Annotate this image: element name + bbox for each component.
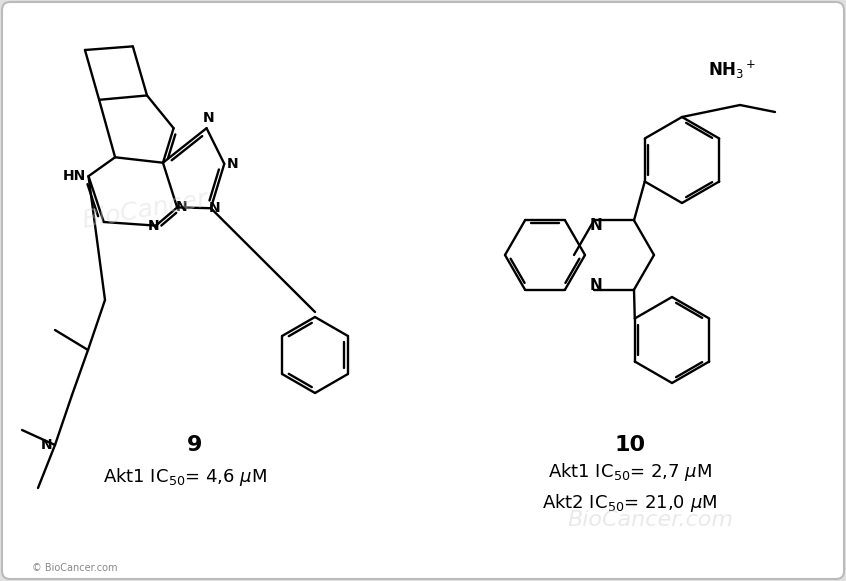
Text: HN: HN [63, 169, 86, 183]
Text: N: N [590, 217, 602, 232]
Text: N: N [148, 218, 160, 232]
Text: Akt2 IC$_{50}$= 21,0 $\mu$M: Akt2 IC$_{50}$= 21,0 $\mu$M [542, 492, 717, 514]
Text: © BioCancer.com: © BioCancer.com [32, 563, 118, 573]
Text: Akt1 IC$_{50}$= 2,7 $\mu$M: Akt1 IC$_{50}$= 2,7 $\mu$M [548, 461, 712, 483]
Text: N: N [227, 157, 238, 171]
Text: Akt1 IC$_{50}$= 4,6 $\mu$M: Akt1 IC$_{50}$= 4,6 $\mu$M [103, 466, 267, 488]
Text: NH$_3$$^+$: NH$_3$$^+$ [708, 59, 756, 81]
Text: BioCancer: BioCancer [80, 187, 210, 233]
Text: N: N [209, 201, 221, 215]
Text: N: N [203, 111, 214, 125]
Text: N: N [41, 438, 52, 452]
Text: 9: 9 [187, 435, 203, 455]
Text: 10: 10 [614, 435, 645, 455]
Text: N: N [175, 200, 187, 214]
Text: N: N [590, 278, 602, 292]
Text: BioCancer.com: BioCancer.com [567, 510, 733, 530]
